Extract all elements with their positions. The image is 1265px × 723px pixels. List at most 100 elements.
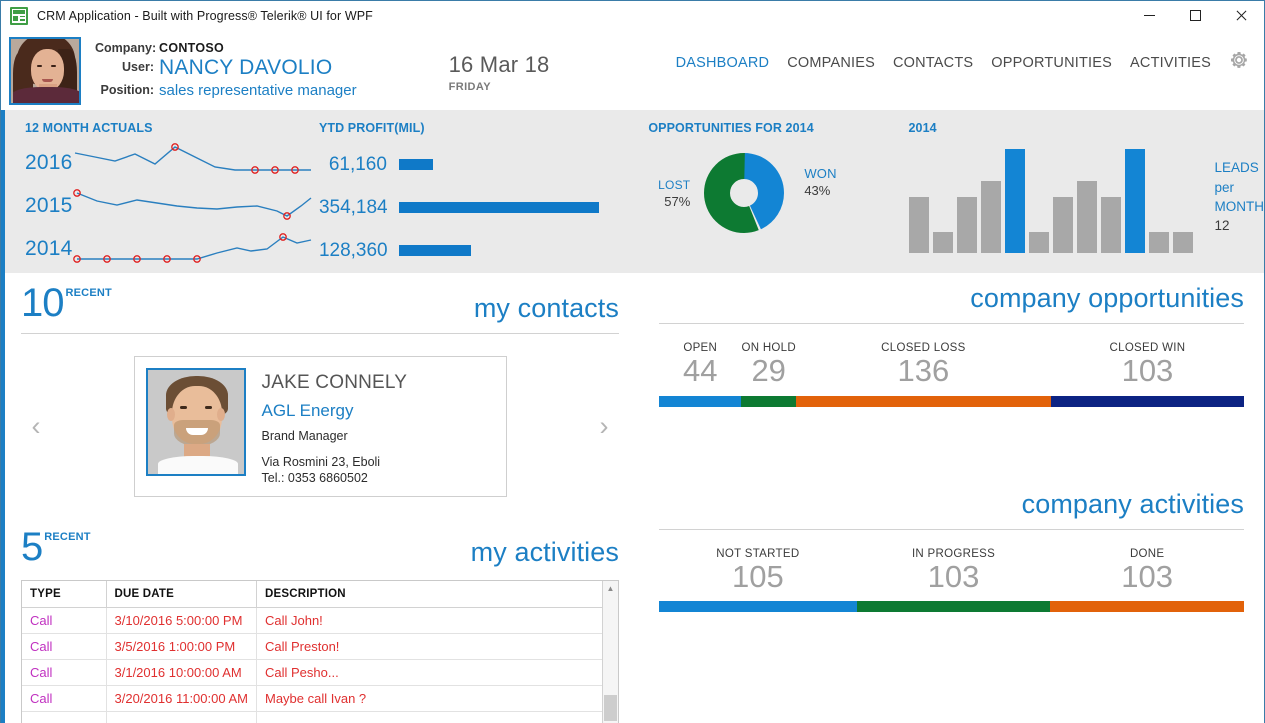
leads-line-1: LEADS: [1214, 160, 1259, 176]
ytd-value: 128,360: [318, 239, 388, 261]
current-weekday: FRIDAY: [448, 81, 491, 93]
scrollbar-thumb[interactable]: [604, 694, 617, 721]
chevron-right-icon[interactable]: ›: [599, 410, 609, 441]
bar: [1100, 197, 1121, 253]
sparkline-row: 2014: [25, 227, 314, 270]
cell-description: Call John!: [256, 607, 602, 634]
scroll-down-icon[interactable]: ▼: [603, 720, 618, 723]
cell-description: Maybe call Ivan ?: [256, 685, 602, 712]
gear-icon[interactable]: [1228, 49, 1250, 76]
cell-description: Call Pesho...: [256, 659, 602, 686]
my-activities-header: 5 RECENT my activities: [21, 517, 619, 569]
nav-item-opportunities[interactable]: OPPORTUNITIES: [991, 54, 1113, 71]
stat-value: 103: [1121, 353, 1174, 388]
stat-value: 105: [731, 558, 784, 594]
user-fields: Company: CONTOSO User: NANCY DAVOLIO Pos…: [95, 41, 357, 99]
nav-item-dashboard[interactable]: DASHBOARD: [675, 54, 770, 71]
actuals-panel: 12 MONTH ACTUALS 2016 2015: [5, 110, 314, 273]
user-field: User: NANCY DAVOLIO: [95, 56, 357, 80]
table-row-partial[interactable]: [22, 711, 602, 723]
company-label: Company:: [95, 41, 157, 56]
bar: [980, 181, 1001, 253]
stat-value: 136: [897, 353, 950, 388]
nav-item-companies[interactable]: COMPANIES: [787, 54, 875, 71]
contact-info: JAKE CONNELY AGL Energy Brand Manager Vi…: [246, 368, 408, 485]
column-header-description[interactable]: DESCRIPTION: [256, 580, 602, 608]
segment-open: [659, 395, 742, 407]
cell-type: Call: [22, 633, 107, 660]
stat-closed-loss: CLOSED LOSS 136: [796, 342, 1051, 388]
nav-item-contacts[interactable]: CONTACTS: [892, 54, 974, 71]
ytd-profit-panel: YTD PROFIT(MIL) 61,160 354,184 128,360: [314, 110, 630, 273]
opportunities-title: OPPORTUNITIES FOR 2014: [648, 121, 814, 135]
current-date: 16 Mar 18: [448, 52, 550, 77]
lost-value: 57%: [664, 193, 691, 209]
dashboard-body: 10 RECENT my contacts ‹: [1, 273, 1264, 723]
bar: [908, 197, 929, 253]
bar: [1172, 232, 1193, 253]
table-row[interactable]: Call 3/20/2016 11:00:00 AM Maybe call Iv…: [22, 685, 602, 712]
leads-line-3: MONTH: [1214, 198, 1265, 214]
leads-bar-chart: [908, 145, 1193, 253]
chevron-left-icon[interactable]: ‹: [31, 410, 41, 441]
table-row[interactable]: Call 3/10/2016 5:00:00 PM Call John!: [22, 607, 602, 634]
scrollbar-track[interactable]: [603, 595, 618, 721]
company-activities-header: company activities: [659, 479, 1244, 518]
company-activities-title: company activities: [1021, 488, 1244, 519]
stat-open: OPEN 44: [659, 342, 741, 388]
company-field: Company: CONTOSO: [95, 41, 357, 55]
right-column: company opportunities OPEN 44 ON HOLD 29…: [643, 273, 1264, 723]
table-scrollbar[interactable]: ▲ ▼: [602, 580, 618, 723]
table-row[interactable]: Call 3/5/2016 1:00:00 PM Call Preston!: [22, 633, 602, 660]
ytd-value: 61,160: [328, 153, 387, 175]
stat-label: IN PROGRESS: [911, 547, 996, 560]
divider: [21, 332, 619, 334]
window-controls: [1126, 1, 1264, 31]
sparkline-2015: [73, 188, 312, 220]
user-header: Company: CONTOSO User: NANCY DAVOLIO Pos…: [1, 31, 1264, 110]
my-contacts-header: 10 RECENT my contacts: [21, 273, 619, 323]
my-activities-count-number: 5: [21, 524, 43, 569]
column-header-due-date[interactable]: DUE DATE: [106, 580, 257, 608]
sparkline-row: 2016: [25, 141, 314, 184]
bar: [1052, 197, 1073, 253]
bar: [932, 232, 953, 253]
leads-value: 12: [1214, 217, 1230, 233]
opportunities-donut-panel: OPPORTUNITIES FOR 2014 LOST 57% WON 43%: [630, 110, 886, 273]
contact-photo: [145, 367, 246, 476]
my-contacts-count: 10 RECENT: [21, 283, 112, 323]
main-nav: DASHBOARD COMPANIES CONTACTS OPPORTUNITI…: [667, 49, 1254, 76]
sparkline-row: 2015: [25, 184, 314, 227]
minimize-icon[interactable]: [1126, 1, 1172, 31]
sparkline-group: 2016 2015: [25, 141, 314, 270]
maximize-icon[interactable]: [1172, 1, 1218, 31]
company-activities-segments: [659, 601, 1244, 613]
contact-company[interactable]: AGL Energy: [261, 400, 354, 420]
scroll-up-icon[interactable]: ▲: [603, 580, 618, 596]
contact-role: Brand Manager: [261, 428, 348, 443]
stat-value: 103: [927, 558, 980, 594]
column-header-type[interactable]: TYPE: [22, 580, 107, 608]
stat-value: 44: [683, 353, 718, 388]
company-opportunities-title: company opportunities: [970, 283, 1244, 313]
position-value: sales representative manager: [159, 81, 357, 99]
sparkline-year: 2014: [25, 236, 73, 260]
ytd-row: 128,360: [319, 229, 630, 272]
bars-wrap: LEADS per MONTH 12: [908, 145, 1265, 253]
nav-item-activities[interactable]: ACTIVITIES: [1130, 54, 1211, 71]
bar: [1076, 181, 1097, 253]
activities-table: TYPE DUE DATE DESCRIPTION Call 3/10/2016…: [21, 579, 619, 723]
stat-value: 103: [1121, 558, 1174, 594]
ytd-bar: [398, 159, 433, 170]
donut-chart: [704, 153, 785, 233]
table-row[interactable]: Call 3/1/2016 10:00:00 AM Call Pesho...: [22, 659, 602, 686]
close-icon[interactable]: [1218, 1, 1264, 31]
my-activities-title: my activities: [470, 536, 619, 567]
sparkline-year: 2015: [25, 193, 73, 217]
title-bar: CRM Application - Built with Progress® T…: [1, 1, 1264, 31]
segment-done: [1050, 601, 1244, 613]
contact-card[interactable]: JAKE CONNELY AGL Energy Brand Manager Vi…: [133, 355, 507, 497]
my-activities-count: 5 RECENT: [21, 524, 91, 569]
lost-label: LOST: [658, 177, 691, 192]
cell-type: Call: [22, 659, 107, 686]
